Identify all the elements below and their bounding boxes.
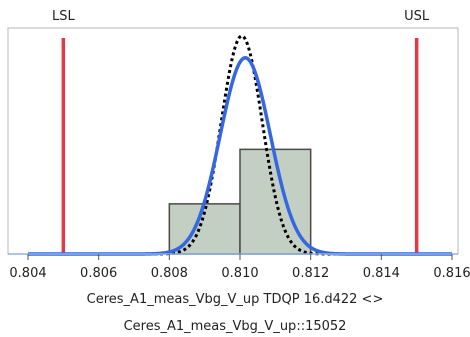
spec-label-lsl: LSL <box>52 9 75 24</box>
x-tick-label: 0.806 <box>80 266 117 281</box>
x-axis-title-line2: Ceres_A1_meas_Vbg_V_up::15052 <box>124 319 347 334</box>
x-axis-title-line1: Ceres_A1_meas_Vbg_V_up TDQP 16.d422 <> <box>87 292 384 307</box>
spec-label-usl: USL <box>404 9 430 24</box>
x-axis-ticks: 0.804 0.806 0.808 0.810 0.812 0.814 0.816 <box>9 254 470 281</box>
spec-limit-lines: LSL USL <box>52 9 430 254</box>
fit-curve-dashed <box>28 34 452 256</box>
x-tick-label: 0.814 <box>363 266 400 281</box>
x-tick-label: 0.804 <box>9 266 46 281</box>
x-tick-label: 0.808 <box>151 266 188 281</box>
x-tick-label: 0.810 <box>221 266 258 281</box>
x-tick-label: 0.816 <box>433 266 470 281</box>
x-tick-label: 0.812 <box>292 266 329 281</box>
